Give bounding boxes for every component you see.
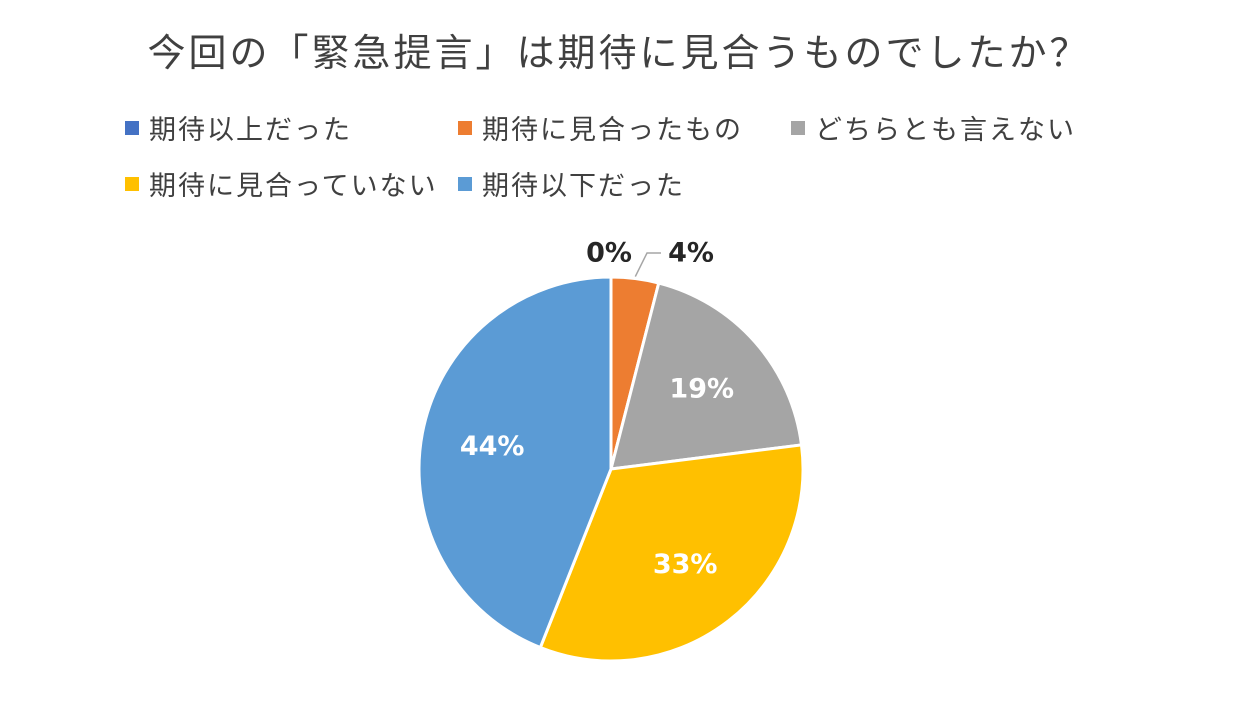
legend-swatch xyxy=(458,176,472,191)
legend-item: どちらとも言えない xyxy=(791,108,1076,147)
legend-label: 期待に見合っていない xyxy=(149,171,438,202)
legend-label: 期待に見合ったもの xyxy=(482,115,743,146)
data-label: 33% xyxy=(653,549,718,580)
chart-title: 今回の「緊急提言」は期待に見合うものでしたか？ xyxy=(147,31,1091,75)
legend-label: どちらとも言えない xyxy=(815,115,1076,146)
legend-item: 期待以上だった xyxy=(125,108,352,147)
pie-slice xyxy=(538,443,805,663)
legend-item: 期待以下だった xyxy=(458,164,685,203)
legend-label: 期待以下だった xyxy=(482,171,685,202)
legend-swatch xyxy=(125,176,139,191)
legend-label: 期待以上だった xyxy=(149,115,352,146)
legend-swatch xyxy=(458,120,472,135)
data-label: 0% xyxy=(586,238,632,269)
legend-item: 期待に見合ったもの xyxy=(458,108,743,147)
data-label: 44% xyxy=(460,431,525,462)
pie-slice xyxy=(417,275,613,650)
legend-swatch xyxy=(791,120,805,135)
pie-slice xyxy=(608,281,804,471)
legend-swatch xyxy=(125,120,139,135)
data-label: 19% xyxy=(669,374,734,405)
legend: 期待以上だった 期待に見合ったもの どちらとも言えない 期待に見合っていない 期… xyxy=(125,108,1125,218)
data-label: 4% xyxy=(668,238,714,269)
leader-line xyxy=(634,252,661,277)
legend-item: 期待に見合っていない xyxy=(125,164,438,203)
